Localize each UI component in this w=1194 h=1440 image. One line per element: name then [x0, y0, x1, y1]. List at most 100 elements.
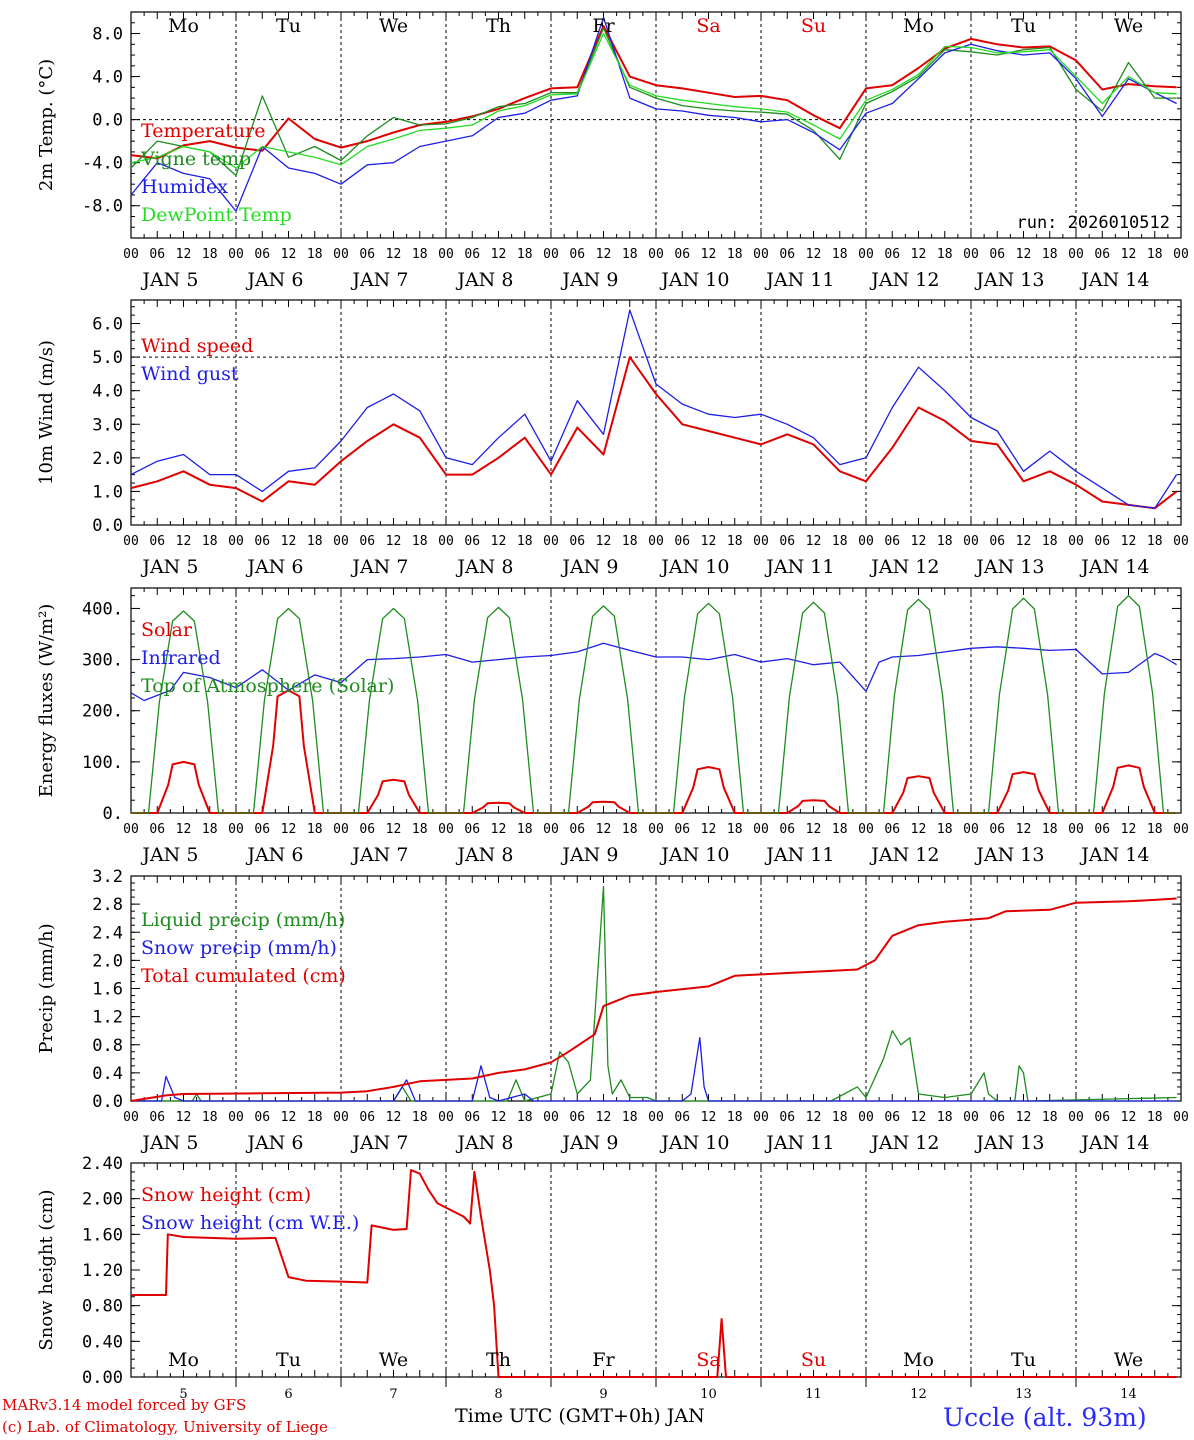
hour-tick-label: 06 — [779, 822, 795, 837]
date-label: JAN 6 — [245, 556, 303, 578]
y-axis-label: Precip (mm/h) — [36, 923, 57, 1053]
y-tick-label: -8.0 — [82, 197, 123, 217]
hour-tick-label: 00 — [333, 1110, 349, 1125]
weekday-label: Su — [801, 1349, 826, 1371]
y-axis-label: 2m Temp. (°C) — [36, 59, 57, 191]
date-label: JAN 5 — [140, 844, 198, 866]
day-number-label: 9 — [599, 1387, 607, 1402]
legend-entry: Snow height (cm W.E.) — [141, 1212, 359, 1234]
day-number-label: 7 — [389, 1387, 397, 1402]
hour-tick-label: 12 — [596, 534, 612, 549]
legend-entry: Temperature — [141, 120, 265, 142]
hour-tick-label: 12 — [911, 534, 927, 549]
hour-tick-label: 00 — [543, 1110, 559, 1125]
date-label: JAN 11 — [764, 1132, 834, 1154]
day-number-label: 12 — [910, 1387, 927, 1402]
date-label: JAN 7 — [350, 844, 408, 866]
weekday-label: We — [1114, 15, 1143, 37]
hour-tick-label: 06 — [1094, 822, 1110, 837]
hour-tick-label: 06 — [674, 247, 690, 262]
hour-tick-label: 06 — [359, 247, 375, 262]
hour-tick-label: 00 — [333, 822, 349, 837]
hour-tick-label: 00 — [228, 822, 244, 837]
date-label: JAN 11 — [764, 844, 834, 866]
hour-tick-label: 00 — [858, 822, 874, 837]
hour-tick-label: 12 — [1016, 1110, 1032, 1125]
weekday-label: Sa — [696, 1349, 720, 1371]
hour-tick-label: 18 — [517, 534, 533, 549]
hour-tick-label: 00 — [858, 1110, 874, 1125]
station-name: Uccle (alt. 93m) — [943, 1403, 1147, 1432]
hour-tick-label: 18 — [937, 534, 953, 549]
legend-entry: Total cumulated (cm) — [141, 965, 346, 987]
y-tick-label: 1.0 — [92, 482, 123, 502]
hour-tick-label: 12 — [386, 1110, 402, 1125]
y-tick-label: 0.00 — [82, 1368, 123, 1388]
hour-tick-label: 12 — [386, 247, 402, 262]
hour-tick-label: 18 — [727, 1110, 743, 1125]
hour-tick-label: 06 — [884, 822, 900, 837]
hour-tick-label: 00 — [333, 247, 349, 262]
plot-frame — [130, 299, 1182, 526]
hour-tick-label: 12 — [281, 1110, 297, 1125]
legend-entry: Infrared — [141, 647, 221, 669]
hour-tick-label: 00 — [1068, 1110, 1084, 1125]
y-tick-label: 2.0 — [92, 951, 123, 971]
hour-tick-label: 12 — [176, 534, 192, 549]
hour-tick-label: 00 — [1068, 534, 1084, 549]
date-label: JAN 6 — [245, 844, 303, 866]
hour-tick-label: 18 — [517, 247, 533, 262]
hour-tick-label: 12 — [1016, 247, 1032, 262]
hour-tick-label: 18 — [1147, 822, 1163, 837]
hour-tick-label: 00 — [858, 247, 874, 262]
hour-tick-label: 06 — [359, 822, 375, 837]
series-line-2 — [130, 897, 1177, 1102]
hour-tick-label: 00 — [543, 247, 559, 262]
hour-tick-label: 18 — [1042, 822, 1058, 837]
hour-tick-label: 00 — [123, 1110, 139, 1125]
hour-tick-label: 18 — [1147, 534, 1163, 549]
hour-tick-label: 18 — [727, 247, 743, 262]
hour-tick-label: 06 — [359, 1110, 375, 1125]
weekday-label: Fr — [592, 1349, 615, 1371]
hour-tick-label: 06 — [464, 822, 480, 837]
hour-tick-label: 06 — [989, 1110, 1005, 1125]
hour-tick-label: 06 — [569, 1110, 585, 1125]
y-tick-label: 3.0 — [92, 415, 123, 435]
date-label: JAN 6 — [245, 269, 303, 291]
y-tick-label: 0.4 — [92, 1064, 123, 1084]
hour-tick-label: 00 — [543, 822, 559, 837]
hour-tick-label: 12 — [386, 534, 402, 549]
hour-tick-label: 00 — [648, 822, 664, 837]
hour-tick-label: 18 — [412, 822, 428, 837]
hour-tick-label: 06 — [149, 534, 165, 549]
date-label: JAN 10 — [659, 556, 729, 578]
hour-tick-label: 18 — [307, 1110, 323, 1125]
day-number-label: 11 — [805, 1387, 822, 1402]
y-tick-label: 300. — [82, 651, 123, 671]
series-line-0 — [131, 689, 1177, 814]
hour-tick-label: 06 — [464, 1110, 480, 1125]
hour-tick-label: 18 — [937, 1110, 953, 1125]
hour-tick-label: 00 — [123, 247, 139, 262]
weekday-label: We — [1114, 1349, 1143, 1371]
weekday-label: Mo — [168, 1349, 199, 1371]
day-number-label: 8 — [494, 1387, 502, 1402]
hour-tick-label: 18 — [1147, 1110, 1163, 1125]
y-axis-label: Energy fluxes (W/m²) — [36, 604, 57, 798]
hour-tick-label: 00 — [543, 534, 559, 549]
plot-frame — [130, 587, 1182, 814]
hour-tick-label: 06 — [989, 822, 1005, 837]
y-tick-label: 8.0 — [92, 25, 123, 45]
hour-tick-label: 00 — [753, 534, 769, 549]
hour-tick-label: 12 — [1016, 534, 1032, 549]
hour-tick-label: 06 — [989, 534, 1005, 549]
y-axis-label: Snow height (cm) — [36, 1189, 57, 1350]
date-label: JAN 13 — [974, 556, 1044, 578]
hour-tick-label: 06 — [674, 822, 690, 837]
series-line-1 — [130, 27, 1177, 177]
hour-tick-label: 06 — [254, 534, 270, 549]
hour-tick-label: 00 — [228, 534, 244, 549]
date-label: JAN 11 — [764, 556, 834, 578]
